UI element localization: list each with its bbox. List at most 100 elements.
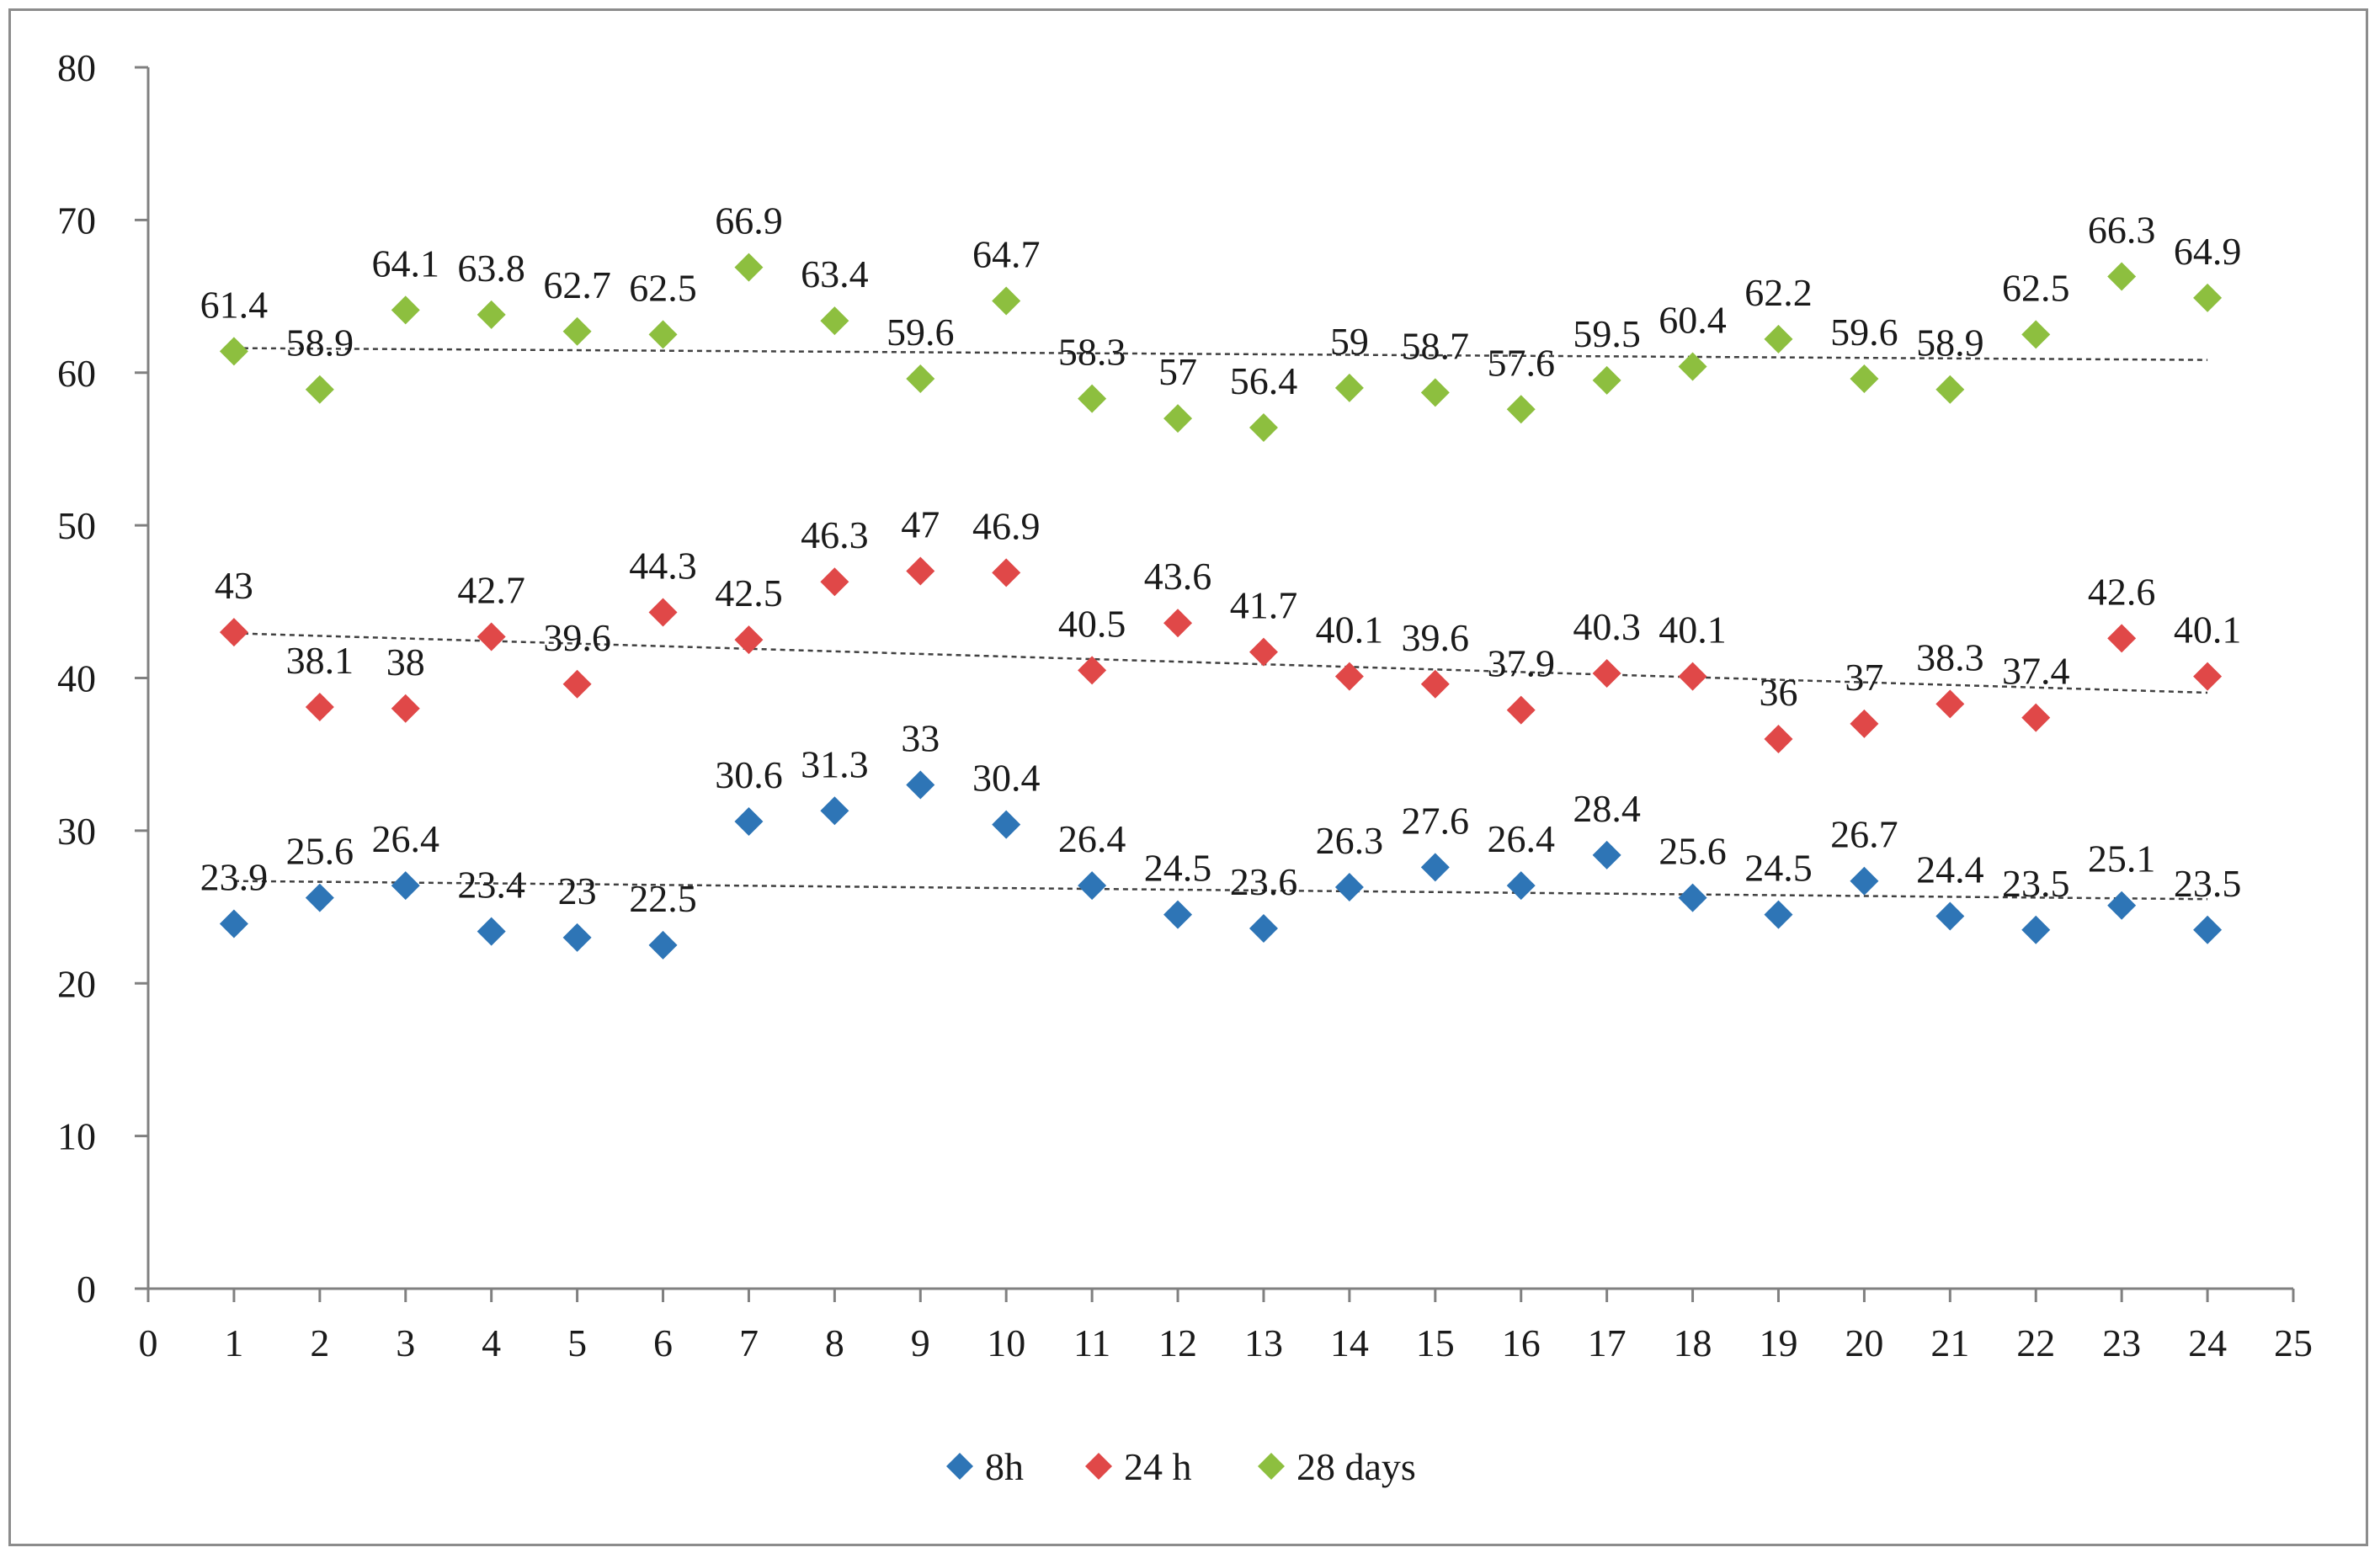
data-point-28-days <box>305 375 334 404</box>
data-label-8h: 26.7 <box>1830 813 1898 856</box>
data-point-8h <box>477 917 506 946</box>
data-label-28-days: 56.4 <box>1230 359 1298 402</box>
y-tick-label: 60 <box>57 352 96 395</box>
data-point-28-days <box>734 253 764 282</box>
data-labels-layer: 23.9 25.6 26.4 23.4 23 22.5 30.6 31.3 33 30.4 26.4… <box>200 199 2242 920</box>
data-label-28-days: 57 <box>1158 350 1197 393</box>
x-tick-label: 25 <box>2274 1321 2313 1364</box>
x-tick-label: 19 <box>1759 1321 1797 1364</box>
legend-marker-8h <box>946 1453 973 1480</box>
data-label-28-days: 58.3 <box>1058 331 1126 374</box>
trendline-28-days <box>233 347 2208 361</box>
data-point-24-h <box>1764 725 1793 754</box>
data-label-8h: 23.9 <box>200 856 269 899</box>
data-label-24-h: 40.1 <box>1316 609 1384 651</box>
data-point-28-days <box>1078 384 1107 413</box>
data-label-28-days: 66.3 <box>2088 208 2156 251</box>
data-point-24-h <box>2021 703 2051 732</box>
data-label-8h: 23.5 <box>2002 862 2070 905</box>
data-label-28-days: 66.9 <box>715 199 783 242</box>
x-tick-label: 11 <box>1073 1321 1110 1364</box>
data-label-24-h: 37.4 <box>2002 650 2070 693</box>
data-point-8h <box>734 806 764 836</box>
data-label-24-h: 43 <box>215 564 253 607</box>
x-tick-label: 2 <box>310 1321 329 1364</box>
data-point-24-h <box>562 669 592 699</box>
data-point-28-days <box>2107 262 2137 291</box>
data-point-8h <box>992 810 1021 839</box>
data-label-28-days: 64.1 <box>372 242 440 284</box>
data-point-24-h <box>1163 609 1193 638</box>
data-point-8h <box>2193 915 2223 944</box>
data-point-28-days <box>2021 320 2051 349</box>
x-tick-label: 7 <box>739 1321 759 1364</box>
data-label-28-days: 63.4 <box>801 253 869 295</box>
data-point-28-days <box>562 316 592 346</box>
data-point-24-h <box>305 692 334 721</box>
y-tick-label: 50 <box>57 504 96 547</box>
x-tick-label: 21 <box>1930 1321 1969 1364</box>
data-point-24-h <box>906 556 935 586</box>
data-point-8h <box>2107 891 2137 920</box>
data-label-28-days: 59.6 <box>1830 311 1898 354</box>
data-point-8h <box>648 930 678 960</box>
data-point-28-days <box>1764 324 1793 354</box>
legend-label: 24 h <box>1124 1445 1192 1488</box>
data-point-28-days <box>1678 352 1707 381</box>
y-tick-label: 80 <box>57 46 96 89</box>
data-point-24-h <box>648 598 678 627</box>
data-point-8h <box>1334 872 1364 901</box>
x-tick-label: 1 <box>224 1321 243 1364</box>
data-label-8h: 22.5 <box>629 877 697 920</box>
data-point-28-days <box>1850 364 1879 394</box>
data-point-24-h <box>1506 695 1536 725</box>
data-point-24-h <box>1420 669 1450 699</box>
x-tick-label: 24 <box>2188 1321 2227 1364</box>
x-tick-label: 17 <box>1588 1321 1627 1364</box>
data-points-layer <box>219 253 2223 960</box>
data-label-8h: 26.4 <box>372 817 440 860</box>
data-label-24-h: 40.1 <box>1659 609 1727 651</box>
data-point-8h <box>1420 853 1450 882</box>
data-point-28-days <box>1935 375 1965 404</box>
data-label-28-days: 58.9 <box>286 322 354 364</box>
data-label-8h: 23 <box>558 869 597 912</box>
x-tick-label: 9 <box>911 1321 930 1364</box>
data-label-24-h: 38 <box>386 641 425 683</box>
data-label-8h: 30.4 <box>972 757 1041 800</box>
data-point-28-days <box>992 286 1021 316</box>
trendlines-layer <box>233 347 2208 901</box>
data-label-24-h: 41.7 <box>1230 584 1298 627</box>
data-label-24-h: 43.6 <box>1144 555 1212 598</box>
y-tick-label: 20 <box>57 962 96 1005</box>
data-label-28-days: 64.9 <box>2174 230 2242 273</box>
data-label-8h: 26.3 <box>1316 819 1384 862</box>
data-point-28-days <box>219 337 248 366</box>
data-point-28-days <box>1334 373 1364 402</box>
data-label-24-h: 39.6 <box>543 616 611 659</box>
data-label-28-days: 62.2 <box>1744 271 1813 314</box>
data-point-28-days <box>1506 395 1536 424</box>
data-label-8h: 26.4 <box>1487 817 1555 860</box>
data-point-24-h <box>820 567 849 597</box>
data-label-8h: 31.3 <box>801 742 869 785</box>
data-point-28-days <box>906 364 935 394</box>
data-label-24-h: 47 <box>901 503 940 546</box>
data-point-8h <box>1764 900 1793 929</box>
data-point-8h <box>1850 866 1879 896</box>
data-label-8h: 25.6 <box>286 830 354 873</box>
data-label-28-days: 58.7 <box>1402 324 1470 367</box>
data-point-24-h <box>1850 709 1879 738</box>
data-label-24-h: 36 <box>1759 671 1797 714</box>
data-label-8h: 28.4 <box>1573 787 1641 830</box>
legend-label: 28 days <box>1296 1445 1416 1488</box>
data-point-8h <box>1249 913 1278 943</box>
data-point-8h <box>391 871 420 901</box>
x-tick-label: 23 <box>2102 1321 2141 1364</box>
data-point-24-h <box>2107 624 2137 653</box>
data-label-8h: 24.5 <box>1744 847 1813 890</box>
data-point-8h <box>2021 915 2051 944</box>
data-point-24-h <box>1678 662 1707 691</box>
